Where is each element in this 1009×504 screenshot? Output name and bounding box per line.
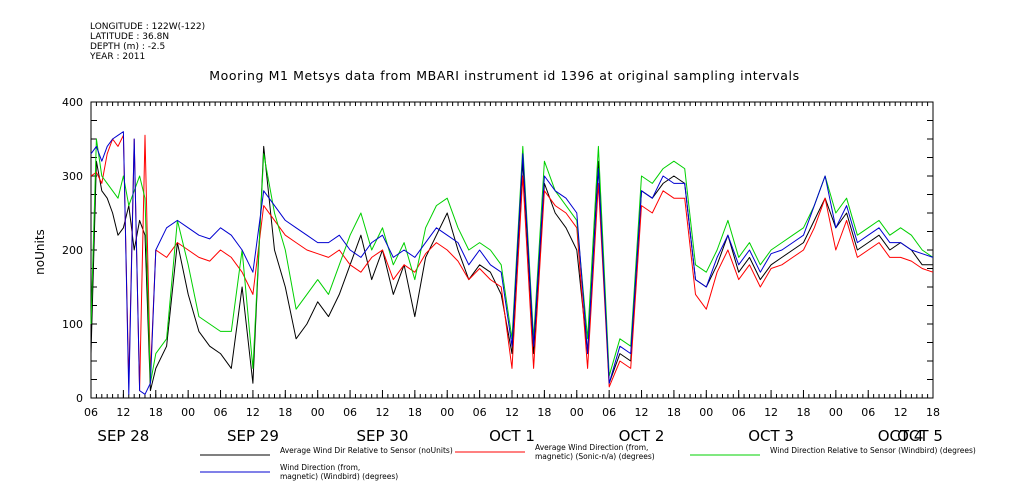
x-hour-tick-label: 18 bbox=[408, 406, 422, 419]
y-tick-label: 400 bbox=[62, 96, 83, 109]
header-info-block: LONGITUDE : 122W(-122) LATITUDE : 36.8N … bbox=[90, 22, 205, 62]
legend-label-3: Wind Direction Relative to Sensor (Windb… bbox=[770, 446, 976, 455]
series-line-1 bbox=[90, 145, 933, 392]
header-year: YEAR : 2011 bbox=[90, 52, 146, 62]
chart-title: Mooring M1 Metsys data from MBARI instru… bbox=[209, 68, 800, 83]
x-hour-tick-label: 18 bbox=[926, 406, 940, 419]
x-day-label: OCT 2 bbox=[619, 427, 665, 445]
chart-axes: 06 12 18 00 06 12 18 00 06 12 18 00 06 12 18 00 06 12 18 00… bbox=[62, 96, 943, 445]
series-line-4 bbox=[90, 131, 934, 395]
chart-series-group bbox=[90, 131, 934, 395]
x-hour-tick-label: 12 bbox=[246, 406, 260, 419]
x-hour-tick-label: 12 bbox=[764, 406, 778, 419]
x-hour-tick-label: 00 bbox=[440, 406, 454, 419]
series-line-2 bbox=[90, 134, 934, 392]
y-tick-label: 100 bbox=[62, 318, 83, 331]
x-hour-tick-label: 18 bbox=[537, 406, 551, 419]
y-tick-label: 0 bbox=[76, 392, 83, 405]
header-depth: DEPTH (m) : -2.5 bbox=[90, 42, 166, 52]
x-hour-tick-label: 00 bbox=[311, 406, 325, 419]
x-day-label: SEP 28 bbox=[97, 427, 149, 445]
x-hour-tick-label: 06 bbox=[732, 406, 746, 419]
legend-label-4: Wind Direction (from, bbox=[280, 463, 360, 472]
x-hour-tick-label: 06 bbox=[602, 406, 616, 419]
x-hour-tick-label: 12 bbox=[116, 406, 130, 419]
x-hour-tick-label: 18 bbox=[667, 406, 681, 419]
x-day-label: OCT 5 bbox=[897, 427, 943, 445]
x-hour-tick-label: 06 bbox=[214, 406, 228, 419]
x-hour-tick-label: 12 bbox=[505, 406, 519, 419]
x-hour-tick-label: 18 bbox=[149, 406, 163, 419]
x-hour-tick-label: 06 bbox=[861, 406, 875, 419]
x-hour-tick-label: 06 bbox=[473, 406, 487, 419]
legend-label-4: magnetic) (Windbird) (degrees) bbox=[280, 472, 398, 481]
legend-label-2: Average Wind Direction (from, bbox=[535, 443, 648, 452]
x-hour-tick-label: 06 bbox=[84, 406, 98, 419]
chart-legend: Average Wind Dir Relative to Sensor (noU… bbox=[200, 443, 976, 481]
header-longitude: LONGITUDE : 122W(-122) bbox=[90, 22, 206, 32]
header-latitude: LATITUDE : 36.8N bbox=[90, 32, 170, 42]
legend-label-1: Average Wind Dir Relative to Sensor (noU… bbox=[280, 446, 453, 455]
x-day-label: OCT 3 bbox=[748, 427, 794, 445]
x-day-label: OCT 1 bbox=[489, 427, 535, 445]
legend-label-2: magnetic) (Sonic-n/a) (degrees) bbox=[535, 452, 655, 461]
x-day-label: OCT 4 bbox=[878, 427, 924, 445]
x-hour-tick-label: 00 bbox=[829, 406, 843, 419]
y-tick-label: 200 bbox=[62, 244, 83, 257]
x-hour-tick-label: 06 bbox=[343, 406, 357, 419]
x-hour-tick-label: 18 bbox=[278, 406, 292, 419]
x-hour-tick-label: 00 bbox=[699, 406, 713, 419]
x-hour-tick-label: 12 bbox=[894, 406, 908, 419]
y-tick-label: 300 bbox=[62, 170, 83, 183]
x-day-label: SEP 30 bbox=[357, 427, 409, 445]
y-axis-label: noUnits bbox=[33, 229, 47, 275]
x-day-label: SEP 29 bbox=[227, 427, 279, 445]
x-hour-tick-label: 00 bbox=[181, 406, 195, 419]
x-hour-tick-label: 18 bbox=[796, 406, 810, 419]
x-hour-tick-label: 00 bbox=[570, 406, 584, 419]
x-hour-tick-label: 12 bbox=[375, 406, 389, 419]
x-hour-tick-label: 12 bbox=[635, 406, 649, 419]
